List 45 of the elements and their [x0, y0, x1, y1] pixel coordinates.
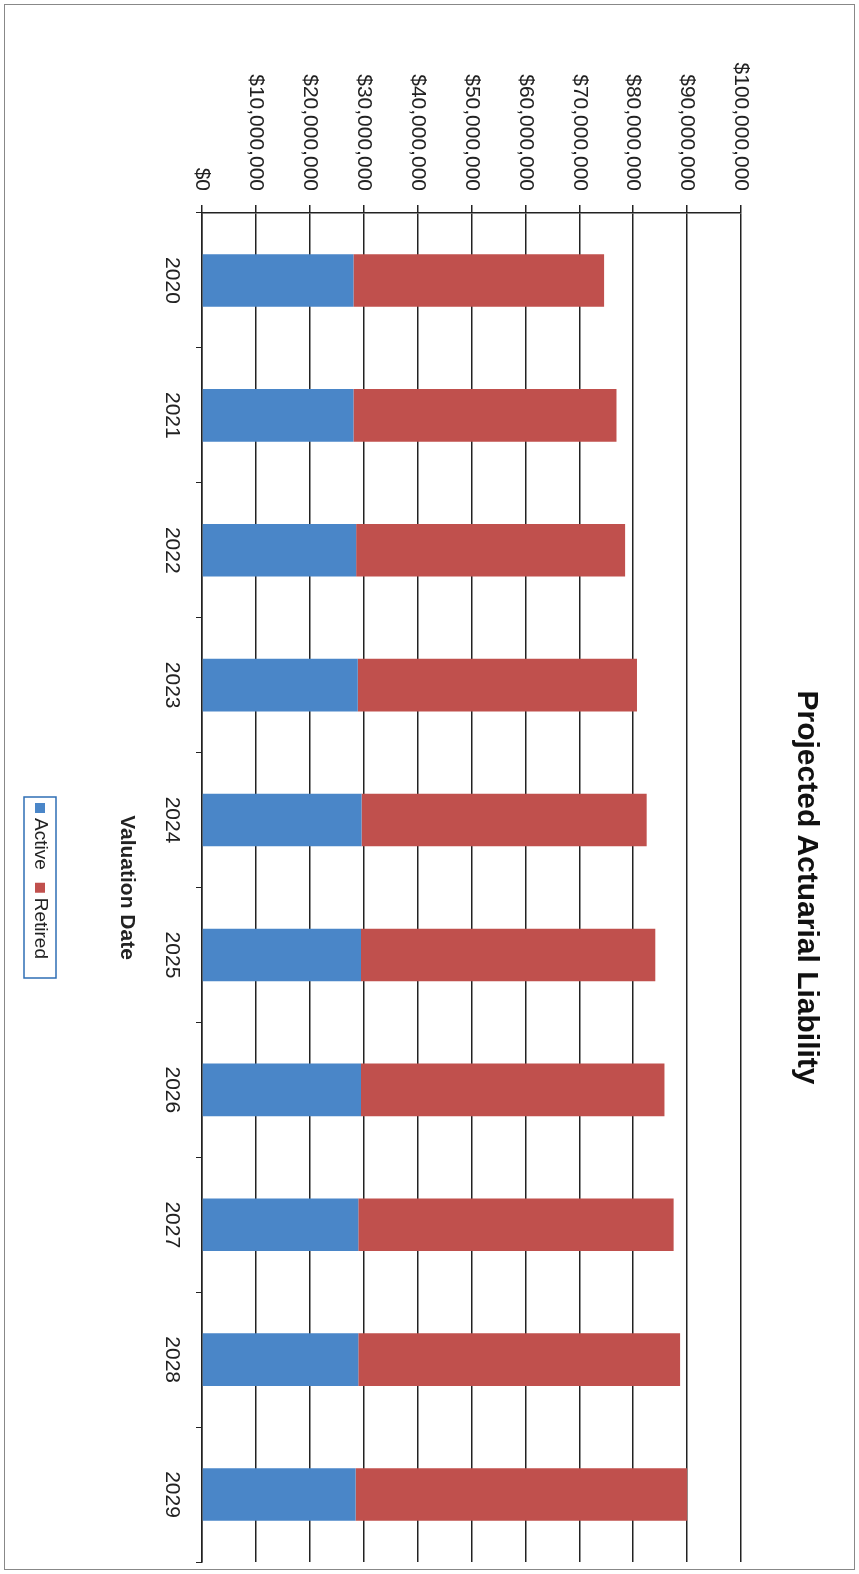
bar	[202, 1468, 356, 1521]
legend-label: Active	[30, 818, 52, 870]
y-tick-label: 2020	[162, 257, 186, 304]
bar	[202, 1063, 362, 1117]
y-axis-title: Valuation Date	[117, 815, 141, 960]
y-tick-label: 2024	[162, 796, 186, 844]
bar	[202, 1333, 359, 1386]
legend-label: Retired	[30, 897, 52, 959]
bar	[358, 1198, 674, 1252]
x-tick-label: $50,000,000	[461, 74, 485, 191]
bar	[361, 793, 647, 847]
bar	[202, 1198, 359, 1252]
x-tick-label: $70,000,000	[569, 74, 593, 191]
x-tick-label: $80,000,000	[623, 74, 647, 191]
bar	[353, 254, 605, 307]
bar	[358, 1333, 681, 1386]
x-tick-label: $60,000,000	[515, 74, 539, 191]
bar	[202, 389, 354, 442]
x-tick-label: $100,000,000	[731, 62, 755, 191]
y-tick-label: 2025	[162, 931, 186, 979]
y-tick-label: 2022	[162, 526, 186, 574]
bar	[355, 1468, 688, 1521]
x-tick-label: $0	[192, 167, 216, 191]
bar	[356, 523, 626, 577]
y-tick-label: 2026	[162, 1066, 186, 1114]
y-tick-label: 2027	[162, 1201, 186, 1249]
x-tick-label: $30,000,000	[353, 74, 377, 191]
bar	[202, 793, 362, 847]
y-tick-label: 2023	[162, 661, 186, 709]
bar	[202, 928, 362, 982]
bar	[202, 658, 358, 712]
y-tick-label: 2029	[162, 1471, 186, 1518]
x-tick-label: $10,000,000	[246, 74, 270, 191]
bar	[202, 523, 357, 577]
bar	[357, 658, 637, 712]
x-tick-label: $20,000,000	[300, 74, 323, 191]
bar	[361, 1063, 665, 1117]
x-tick-label: $90,000,000	[677, 74, 701, 191]
y-tick-label: 2028	[162, 1336, 186, 1384]
bar	[361, 928, 656, 982]
text: Projected Actuarial Liability	[791, 690, 825, 1085]
bar	[353, 389, 617, 442]
bar	[202, 254, 354, 307]
x-tick-label: $40,000,000	[407, 74, 431, 191]
y-tick-label: 2021	[162, 391, 186, 439]
